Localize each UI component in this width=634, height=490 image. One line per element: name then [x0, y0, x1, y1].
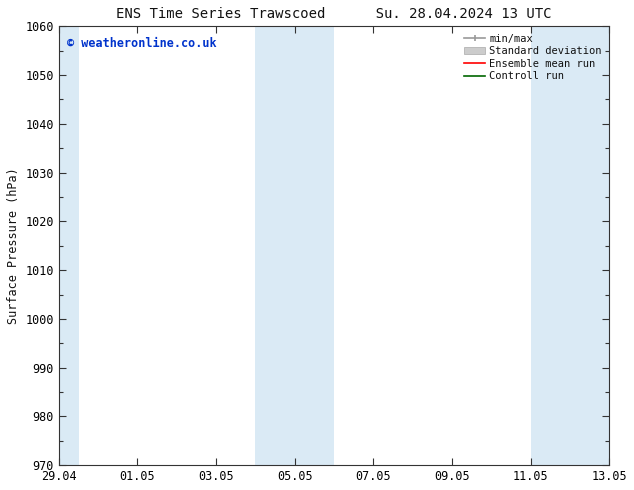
Y-axis label: Surface Pressure (hPa): Surface Pressure (hPa) — [7, 168, 20, 324]
Bar — [531, 26, 609, 465]
Legend: min/max, Standard deviation, Ensemble mean run, Controll run: min/max, Standard deviation, Ensemble me… — [462, 31, 604, 83]
Bar — [59, 26, 79, 465]
Title: ENS Time Series Trawscoed      Su. 28.04.2024 13 UTC: ENS Time Series Trawscoed Su. 28.04.2024… — [116, 7, 552, 21]
Text: © weatheronline.co.uk: © weatheronline.co.uk — [67, 37, 217, 50]
Bar — [256, 26, 334, 465]
